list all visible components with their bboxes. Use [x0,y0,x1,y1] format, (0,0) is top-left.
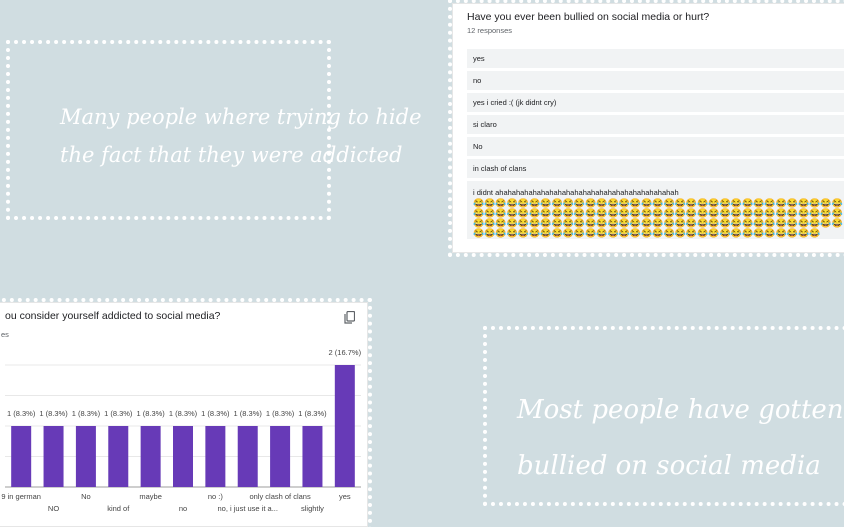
chart-bar[interactable] [205,426,226,487]
left-note-line-2: the fact that they were addicted [60,143,403,167]
x-tick-label: only clash of clans [249,492,311,501]
chart-bar[interactable] [302,426,323,487]
bar-value-label: 1 (8.3%) [39,409,68,418]
chart-bar[interactable] [237,426,258,487]
bar-chart: 1 (8.3%) 9 in german 1 (8.3%) NO 1 (8.3%) No 1… [1,348,362,513]
responses-count: 12 responses [467,26,513,35]
x-tick-label: maybe [139,492,162,501]
chart-bar[interactable] [75,426,96,487]
x-tick-label: NO [48,504,59,513]
bar-value-label: 2 (16.7%) [329,348,362,357]
chart-bar[interactable] [11,426,32,487]
chart-bar[interactable] [140,426,161,487]
x-tick-label: no :) [208,492,224,501]
chart-bar[interactable] [334,365,355,487]
x-tick-label: no [179,504,187,513]
list-item: in clash of clans [467,159,844,178]
bar-value-label: 1 (8.3%) [201,409,230,418]
laughing-emoji-row: 😂😂😂😂😂😂😂😂😂😂😂😂😂😂😂😂😂😂😂😂😂😂😂😂😂😂😂😂😂😂😂😂😂😂😂😂😂😂😂😂… [473,198,843,238]
question-title: ou consider yourself addicted to social … [5,310,221,322]
bar-value-label: 1 (8.3%) [169,409,198,418]
list-item: si claro [467,115,844,134]
list-item: no [467,71,844,90]
right-note-line-2: bullied on social media [517,451,821,481]
chart-bar[interactable] [270,426,291,487]
responses-count: es [1,330,9,339]
list-item: yes i cried :( (jk didnt cry) [467,93,844,112]
bar-value-label: 1 (8.3%) [7,409,36,418]
bar-value-label: 1 (8.3%) [72,409,101,418]
list-item: yes [467,49,844,68]
x-tick-label: yes [339,492,351,501]
list-item: No [467,137,844,156]
right-note-line-1: Most people have gotten [517,395,844,425]
left-note-line-1: Many people where trying to hide [60,105,422,129]
chart-bar[interactable] [43,426,64,487]
bullied-responses-card: Have you ever been bullied on social med… [448,0,844,257]
x-tick-label: kind of [107,504,130,513]
question-title: Have you ever been bullied on social med… [467,11,710,23]
x-tick-label: no, i just use it a... [218,504,278,513]
bar-value-label: 1 (8.3%) [104,409,133,418]
x-tick-label: slightly [301,504,324,513]
x-tick-label: 9 in german [1,492,41,501]
response-list: yes no yes i cried :( (jk didnt cry) si … [467,49,844,242]
long-answer-text: i didnt ahahahahahahahahahahahahahahahah… [473,188,679,197]
chart-bar[interactable] [108,426,129,487]
addicted-chart-card: ou consider yourself addicted to social … [0,298,372,527]
bar-value-label: 1 (8.3%) [298,409,327,418]
bar-value-label: 1 (8.3%) [234,409,263,418]
bar-value-label: 1 (8.3%) [266,409,295,418]
x-tick-label: No [81,492,91,501]
list-item: i didnt ahahahahahahahahahahahahahahahah… [467,181,844,239]
chart-bar[interactable] [173,426,193,487]
copy-icon[interactable] [344,311,355,324]
right-note: Most people have gotten bullied on socia… [483,326,844,506]
left-note: Many people where trying to hide the fac… [6,40,422,220]
bar-value-label: 1 (8.3%) [136,409,165,418]
